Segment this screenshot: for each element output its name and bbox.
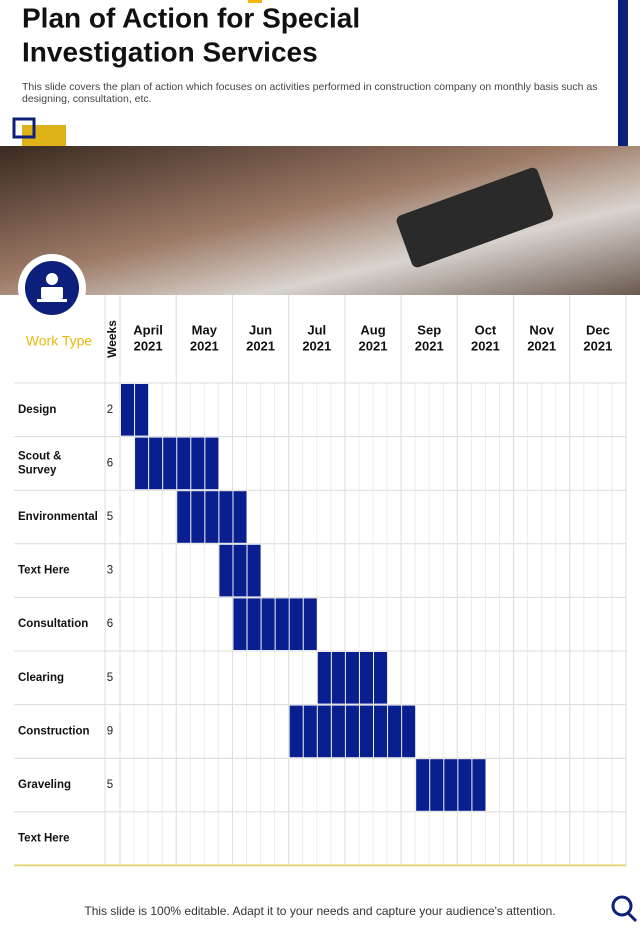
month-year: 2021	[471, 338, 500, 353]
search-icon	[611, 895, 633, 917]
gantt-bar	[430, 759, 444, 811]
gantt-bar	[303, 705, 317, 758]
gantt-bar	[331, 705, 345, 758]
description: designing, consultation, etc.	[22, 93, 152, 105]
gantt-bar	[261, 598, 275, 650]
gantt-bar	[247, 598, 261, 650]
gantt-bar	[289, 598, 303, 650]
month-year: 2021	[415, 338, 444, 353]
gantt-bar	[191, 491, 205, 543]
month-year: 2021	[359, 338, 388, 353]
weeks-value: 5	[107, 672, 113, 684]
gantt-bar	[191, 437, 205, 490]
month-year: 2021	[527, 338, 556, 353]
month-label: May	[192, 322, 218, 337]
month-label: Nov	[529, 322, 554, 337]
task-label: Environmental	[18, 511, 98, 523]
gantt-bar	[359, 652, 373, 704]
task-label: Clearing	[18, 672, 64, 684]
gantt-bar	[205, 491, 219, 543]
gantt-bar	[233, 598, 247, 650]
gantt-bar	[458, 759, 472, 811]
weeks-value: 3	[107, 565, 113, 577]
footer: This slide is 100% editable. Adapt it to…	[84, 904, 555, 918]
accent-bar	[618, 0, 628, 146]
gantt-bar	[303, 598, 317, 650]
month-label: Jul	[307, 322, 326, 337]
weeks-value: 2	[107, 404, 113, 416]
month-label: Sep	[417, 322, 441, 337]
gantt-bar	[472, 759, 486, 811]
gantt: April2021May2021Jun2021Jul2021Aug2021Sep…	[14, 295, 627, 867]
gantt-bar	[177, 491, 191, 543]
title: Plan of Action for Special	[22, 2, 360, 33]
task-label: Text Here	[18, 565, 70, 577]
work-type-header: Work Type	[26, 333, 93, 349]
month-label: Aug	[360, 322, 385, 337]
gantt-bar	[121, 384, 135, 436]
month-year: 2021	[583, 338, 612, 353]
title: Investigation Services	[22, 36, 318, 67]
gantt-bar	[163, 437, 177, 490]
month-year: 2021	[246, 338, 275, 353]
gantt-bar	[331, 652, 345, 704]
gantt-bar	[359, 705, 373, 758]
month-label: Dec	[586, 322, 610, 337]
gantt-bar	[416, 759, 430, 811]
gantt-bar	[205, 437, 219, 490]
gantt-bar	[275, 598, 289, 650]
gantt-bar	[374, 705, 388, 758]
gantt-bar	[402, 705, 416, 758]
month-year: 2021	[190, 338, 219, 353]
gantt-bar	[219, 544, 233, 597]
gantt-bar	[289, 705, 303, 758]
accent	[248, 0, 262, 3]
weeks-value: 5	[107, 511, 113, 523]
task-label: Text Here	[18, 833, 70, 845]
gantt-bar	[135, 384, 149, 436]
gantt-bar	[177, 437, 191, 490]
weeks-header: Weeks	[105, 320, 119, 358]
gantt-bar	[345, 652, 359, 704]
calculator	[396, 167, 554, 268]
gantt-bar	[317, 705, 331, 758]
task-label: Construction	[18, 725, 90, 737]
gantt-bar	[345, 705, 359, 758]
gantt-bar	[233, 544, 247, 597]
gantt-bar	[444, 759, 458, 811]
gantt-bar	[135, 437, 149, 490]
gantt-bar	[247, 544, 261, 597]
task-label: Design	[18, 404, 56, 416]
icon-laptop	[37, 299, 67, 302]
weeks-value: 5	[107, 779, 113, 791]
task-label: Scout & Survey	[18, 450, 61, 476]
task-label: Graveling	[18, 779, 71, 791]
weeks-value: 9	[107, 725, 113, 737]
month-label: Jun	[249, 322, 272, 337]
gantt-bar	[219, 491, 233, 543]
month-year: 2021	[134, 338, 163, 353]
task-label: Consultation	[18, 618, 88, 630]
weeks-value: 6	[107, 457, 113, 469]
description: This slide covers the plan of action whi…	[22, 81, 597, 93]
gantt-bar	[388, 705, 402, 758]
gantt-bar	[233, 491, 247, 543]
icon-laptop	[41, 287, 63, 299]
gantt-bar	[317, 652, 331, 704]
gantt-bar	[374, 652, 388, 704]
month-label: Oct	[475, 322, 497, 337]
gantt-bar	[149, 437, 163, 490]
search-icon	[626, 911, 638, 923]
weeks-value: 6	[107, 618, 113, 630]
icon-head	[46, 273, 58, 285]
month-label: April	[133, 322, 163, 337]
deco-square	[12, 117, 36, 139]
month-year: 2021	[302, 338, 331, 353]
